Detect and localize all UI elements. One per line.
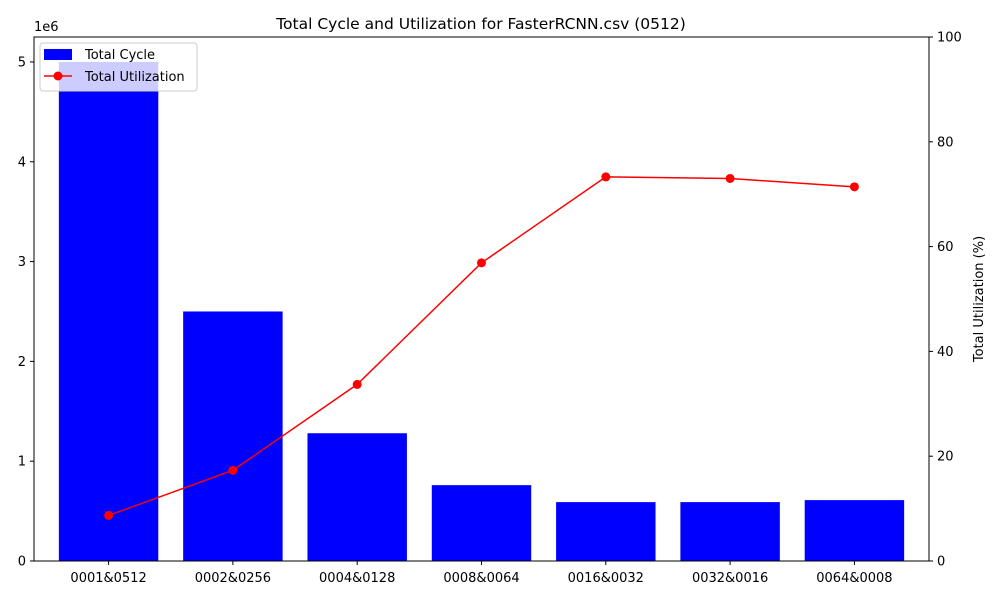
bar-0064&0008 (804, 500, 905, 561)
x-tick-label: 0016&0032 (568, 571, 644, 586)
left-tick-label: 2 (18, 355, 26, 370)
right-axis-title: Total Utilization (%) (972, 236, 987, 363)
bar-0016&0032 (556, 502, 656, 561)
utilization-point-0064&0008 (849, 182, 859, 192)
bar-0008&0064 (431, 485, 532, 561)
legend-swatch-total-cycle (44, 49, 72, 60)
bar-0004&0128 (307, 433, 407, 561)
right-tick-label: 100 (937, 31, 962, 46)
utilization-point-0016&0032 (601, 172, 611, 182)
left-tick-label: 1 (18, 455, 26, 470)
x-tick-label: 0008&0064 (443, 571, 519, 586)
utilization-point-0008&0064 (477, 258, 486, 268)
bars-layer (58, 61, 905, 561)
utilization-point-0001&0512 (104, 510, 114, 520)
plot-frame (33, 36, 930, 562)
right-tick-label: 0 (937, 555, 945, 570)
bar-0002&0256 (183, 311, 283, 561)
legend: Total Cycle Total Utilization (39, 42, 198, 92)
utilization-point-0002&0256 (228, 465, 238, 475)
legend-label-total-cycle: Total Cycle (84, 48, 155, 63)
legend-box (39, 42, 198, 92)
x-tick-label: 0001&0512 (70, 571, 146, 586)
x-tick-label: 0032&0016 (692, 571, 768, 586)
legend-label-total-utilization: Total Utilization (84, 70, 185, 85)
bar-0001&0512 (58, 61, 159, 561)
utilization-point-0004&0128 (352, 379, 362, 389)
chart-title: Total Cycle and Utilization for FasterRC… (275, 15, 686, 33)
right-tick-label: 20 (937, 450, 954, 465)
x-tick-label: 0064&0008 (816, 571, 892, 586)
right-tick-label: 60 (937, 240, 954, 255)
x-tick-label: 0002&0256 (195, 571, 271, 586)
left-tick-label: 0 (18, 555, 26, 570)
utilization-point-0032&0016 (725, 173, 735, 183)
line-layer (104, 172, 859, 520)
right-tick-label: 80 (937, 135, 954, 150)
left-axis-offset-text: 1e6 (34, 20, 59, 35)
x-tick-label: 0004&0128 (319, 571, 395, 586)
bar-0032&0016 (680, 502, 780, 561)
right-tick-label: 40 (937, 345, 954, 360)
left-tick-label: 5 (18, 55, 26, 70)
left-tick-label: 4 (18, 155, 26, 170)
axes-layer: 0001&0512 0002&0256 0004&0128 0008&0064 0016… (18, 31, 962, 587)
left-tick-label: 3 (18, 255, 26, 270)
legend-swatch-total-utilization-marker (53, 71, 63, 81)
